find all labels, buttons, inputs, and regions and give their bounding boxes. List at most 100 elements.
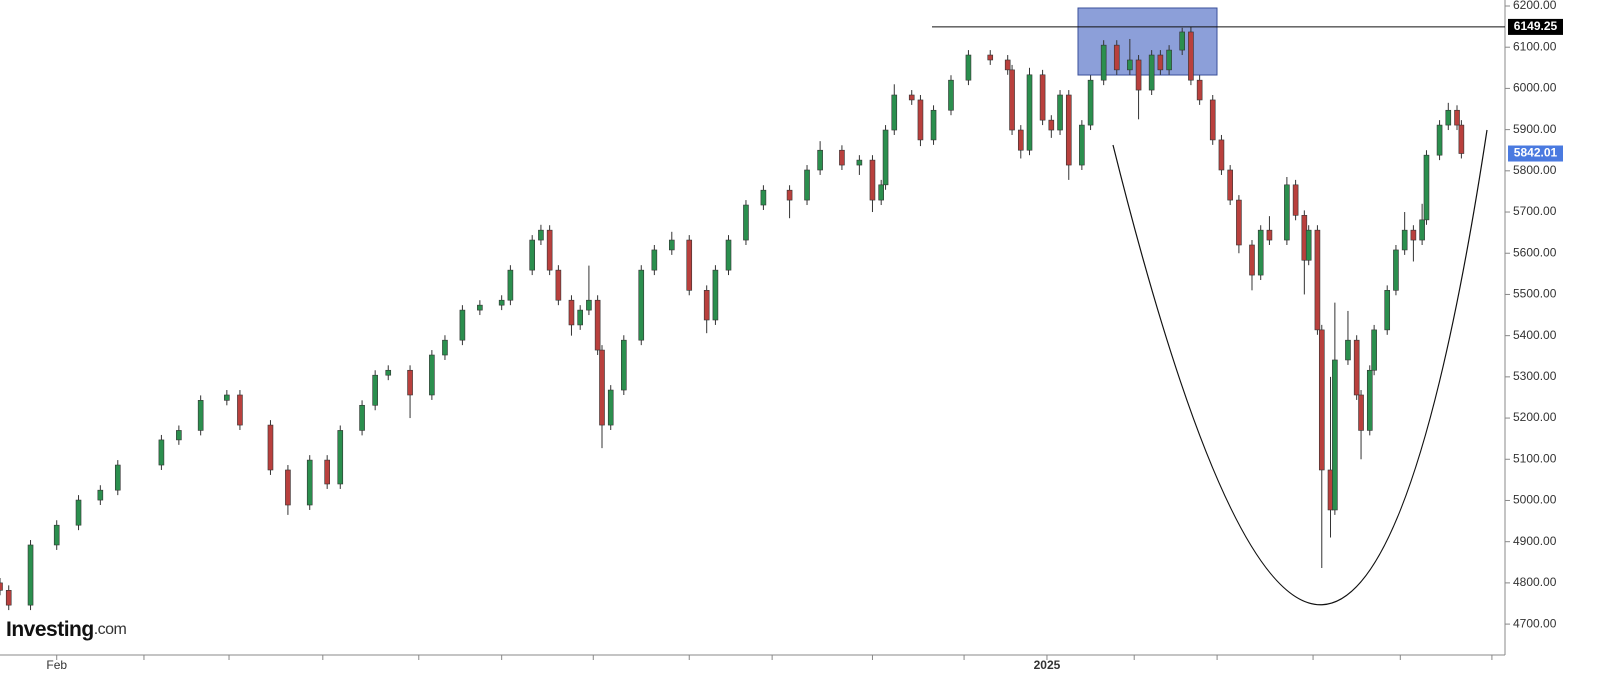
candle-body bbox=[1305, 229, 1312, 261]
candle-body bbox=[1017, 129, 1024, 151]
price-tag-label: 6149.25 bbox=[1514, 19, 1558, 33]
y-tick-label: 6200.00 bbox=[1513, 0, 1557, 12]
candle-body bbox=[1218, 139, 1225, 171]
price-tag-label: 5842.01 bbox=[1514, 146, 1558, 160]
candle-body bbox=[686, 239, 693, 291]
candle-body bbox=[869, 159, 876, 201]
y-tick-label: 6100.00 bbox=[1513, 39, 1557, 53]
candle-body bbox=[878, 184, 884, 201]
candle-body bbox=[1157, 54, 1164, 71]
candle-body bbox=[53, 524, 60, 546]
candle-body bbox=[1196, 79, 1203, 101]
candle-body bbox=[839, 149, 845, 166]
candle-body bbox=[1148, 54, 1155, 91]
y-tick-label: 4800.00 bbox=[1513, 575, 1557, 589]
candle-body bbox=[908, 94, 915, 101]
candle-body bbox=[459, 309, 466, 341]
candle-body bbox=[1257, 229, 1264, 276]
candle-body bbox=[594, 299, 601, 351]
candle-body bbox=[197, 400, 204, 431]
candle-body bbox=[577, 309, 583, 326]
candle-body bbox=[407, 369, 413, 396]
candle-body bbox=[917, 99, 924, 141]
y-tick-label: 5500.00 bbox=[1513, 287, 1557, 301]
candle-body bbox=[621, 339, 627, 391]
cup-curve bbox=[1112, 129, 1488, 606]
candle-body bbox=[1048, 119, 1055, 131]
candle-body bbox=[1332, 359, 1338, 511]
candle-body bbox=[786, 189, 793, 201]
candle-body bbox=[1209, 99, 1216, 141]
y-tick-label: 5100.00 bbox=[1513, 451, 1557, 465]
candle-body bbox=[987, 54, 994, 61]
candle-body bbox=[1065, 94, 1072, 166]
y-tick-label: 4700.00 bbox=[1513, 616, 1557, 630]
candle-body bbox=[1458, 124, 1465, 154]
y-tick-label: 4900.00 bbox=[1513, 534, 1557, 548]
highlight-box bbox=[1077, 7, 1218, 76]
candle-body bbox=[965, 54, 972, 81]
candle-body bbox=[359, 404, 365, 431]
candle-body bbox=[538, 229, 544, 241]
candle-body bbox=[891, 94, 898, 131]
candle-body bbox=[75, 499, 82, 526]
candle-body bbox=[1371, 329, 1377, 371]
candle-body bbox=[607, 389, 614, 426]
candle-body bbox=[429, 354, 435, 396]
candle-body bbox=[529, 239, 536, 271]
candle-body bbox=[1100, 44, 1107, 81]
candle-body bbox=[804, 169, 810, 201]
y-tick-label: 5300.00 bbox=[1513, 369, 1557, 383]
price-tag bbox=[1508, 18, 1563, 35]
candle-body bbox=[930, 109, 937, 141]
candle-body bbox=[1345, 339, 1351, 361]
candle-body bbox=[498, 299, 505, 306]
candle-body bbox=[1227, 169, 1233, 201]
candle-body bbox=[725, 239, 732, 271]
y-tick-label: 6000.00 bbox=[1513, 81, 1557, 95]
candle-body bbox=[1166, 49, 1172, 71]
candle-body bbox=[1266, 229, 1273, 241]
watermark-brand: Investing bbox=[6, 618, 94, 641]
candle-body bbox=[1384, 290, 1391, 331]
candle-body bbox=[1004, 59, 1011, 71]
x-tick-label: 2025 bbox=[1034, 658, 1061, 672]
candle-body bbox=[882, 129, 889, 186]
candle-body bbox=[1393, 249, 1399, 291]
candle-body bbox=[1358, 394, 1364, 431]
candle-body bbox=[1188, 31, 1194, 81]
y-tick-label: 5400.00 bbox=[1513, 328, 1557, 342]
candle-body bbox=[1292, 184, 1299, 216]
candle-body bbox=[817, 149, 823, 171]
candle-body bbox=[1113, 44, 1120, 71]
x-tick-label: Feb bbox=[46, 658, 67, 672]
candle-body bbox=[1366, 369, 1373, 431]
watermark-suffix: .com bbox=[94, 621, 127, 638]
candle-body bbox=[1039, 74, 1046, 121]
candle-body bbox=[385, 369, 392, 376]
candle-body bbox=[176, 430, 182, 441]
candle-body bbox=[372, 374, 378, 406]
candle-body bbox=[586, 299, 592, 311]
candle-body bbox=[285, 469, 291, 506]
candle-body bbox=[760, 189, 767, 206]
candle-body bbox=[948, 79, 954, 111]
candle-body bbox=[1236, 199, 1242, 246]
candle-body bbox=[712, 269, 719, 321]
candle-body bbox=[267, 424, 274, 471]
candle-body bbox=[114, 464, 121, 491]
y-tick-label: 5600.00 bbox=[1513, 245, 1557, 259]
candle-body bbox=[1454, 109, 1460, 126]
candle-body bbox=[1284, 184, 1290, 241]
candle-body bbox=[1401, 229, 1408, 251]
candle-body bbox=[97, 489, 104, 501]
candle-body bbox=[1436, 124, 1443, 156]
candle-body bbox=[1179, 31, 1185, 51]
candle-body bbox=[1127, 59, 1133, 71]
candle-body bbox=[1057, 94, 1063, 131]
candle-body bbox=[237, 394, 243, 426]
candle-body bbox=[306, 459, 313, 506]
candle-body bbox=[1318, 329, 1325, 471]
candle-body bbox=[651, 249, 658, 271]
